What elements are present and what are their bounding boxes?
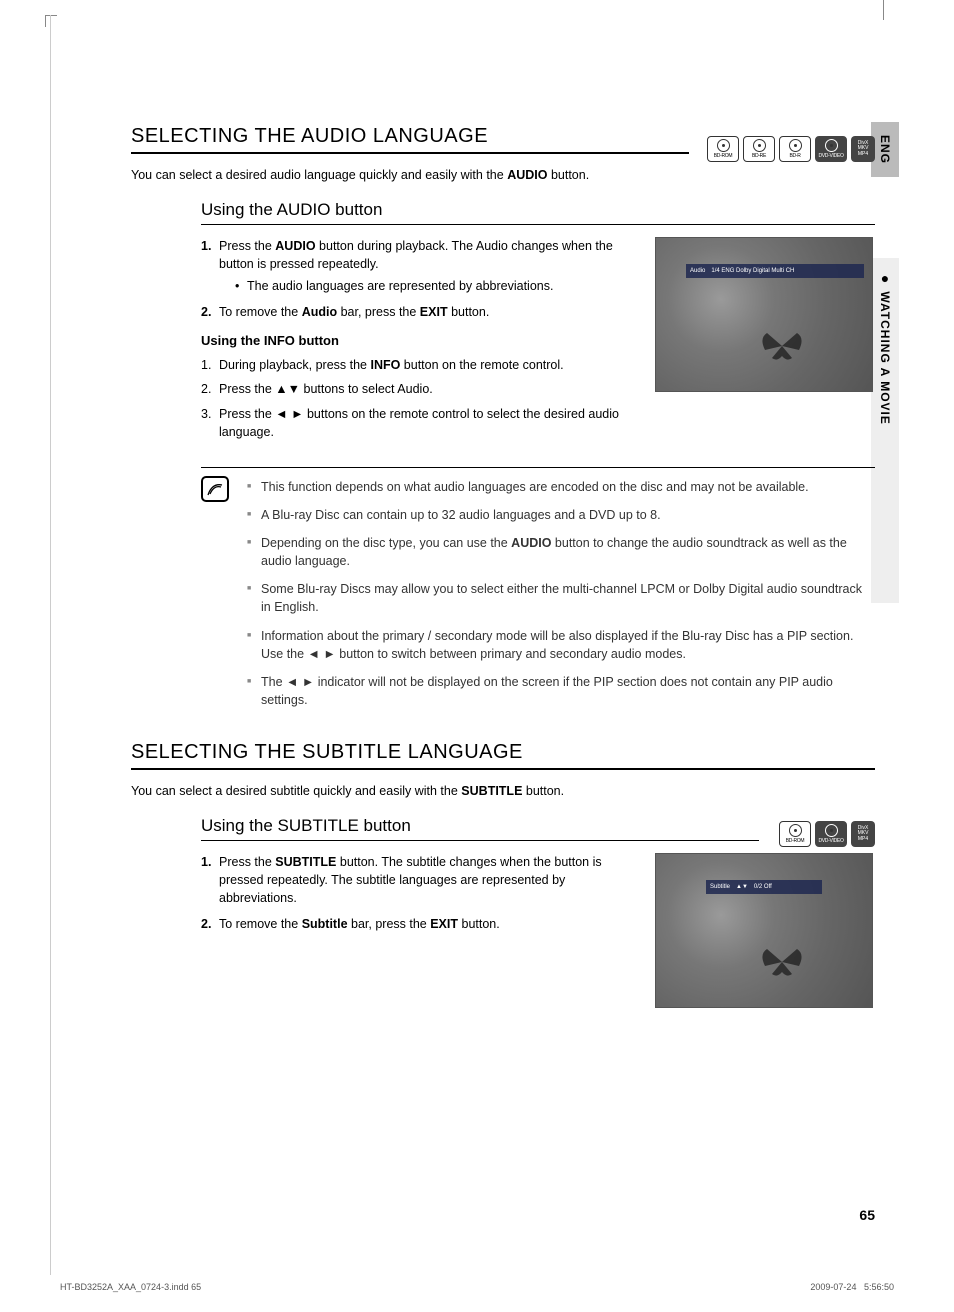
sub-step-1: Press the SUBTITLE button. The subtitle … bbox=[201, 853, 635, 907]
disc-icon-bd-re: BD-RE bbox=[743, 136, 775, 162]
audio-overlay-bar: Audio 1/4 ENG Dolby Digital Multi CH bbox=[686, 264, 864, 278]
section1-header-row: SELECTING THE AUDIO LANGUAGE BD-ROMBD-RE… bbox=[131, 125, 875, 168]
disc-icon-bd-rom: BD-ROM bbox=[707, 136, 739, 162]
note-item: A Blu-ray Disc can contain up to 32 audi… bbox=[247, 506, 875, 524]
sub-step-2: To remove the Subtitle bar, press the EX… bbox=[201, 915, 635, 933]
note-item: This function depends on what audio lang… bbox=[247, 478, 875, 496]
step-1: Press the AUDIO button during playback. … bbox=[201, 237, 635, 295]
divx-icon: DivXMKVMP4 bbox=[851, 821, 875, 847]
section1-disc-icons: BD-ROMBD-REBD-RDVD-VIDEODivXMKVMP4 bbox=[707, 136, 875, 162]
butterfly-graphic bbox=[757, 328, 807, 363]
info-step-3: Press the ◄ ► buttons on the remote cont… bbox=[201, 405, 635, 441]
info-heading: Using the INFO button bbox=[201, 332, 635, 351]
footer-datetime: 2009-07-24 5:56:50 bbox=[810, 1282, 894, 1292]
page-number: 65 bbox=[859, 1207, 875, 1223]
section1-content: Press the AUDIO button during playback. … bbox=[201, 237, 875, 447]
audio-screenshot: Audio 1/4 ENG Dolby Digital Multi CH bbox=[655, 237, 873, 392]
section2-subtitle: Using the SUBTITLE button bbox=[201, 816, 759, 841]
section2-intro: You can select a desired subtitle quickl… bbox=[131, 784, 875, 798]
step-2: To remove the Audio bar, press the EXIT … bbox=[201, 303, 635, 321]
note-item: Depending on the disc type, you can use … bbox=[247, 534, 875, 570]
disc-icon-dvd-video: DVD-VIDEO bbox=[815, 821, 847, 847]
note-item: Some Blu-ray Discs may allow you to sele… bbox=[247, 580, 875, 616]
section1-steps: Press the AUDIO button during playback. … bbox=[201, 237, 635, 322]
note-item: The ◄ ► indicator will not be displayed … bbox=[247, 673, 875, 709]
disc-icon-dvd-video: DVD-VIDEO bbox=[815, 136, 847, 162]
page-content: SELECTING THE AUDIO LANGUAGE BD-ROMBD-RE… bbox=[50, 15, 900, 1275]
note-box: This function depends on what audio lang… bbox=[201, 467, 875, 709]
footer: HT-BD3252A_XAA_0724-3.indd 65 2009-07-24… bbox=[60, 1282, 894, 1292]
note-list: This function depends on what audio lang… bbox=[247, 478, 875, 709]
butterfly-graphic-2 bbox=[757, 944, 807, 979]
note-icon bbox=[201, 476, 229, 502]
info-steps: During playback, press the INFO button o… bbox=[201, 356, 635, 441]
section2-content: Press the SUBTITLE button. The subtitle … bbox=[201, 853, 875, 1008]
disc-icon-bd-r: BD-R bbox=[779, 136, 811, 162]
step1-bullet: The audio languages are represented by a… bbox=[235, 277, 635, 295]
disc-icon-bd-rom: BD-ROM bbox=[779, 821, 811, 847]
footer-file: HT-BD3252A_XAA_0724-3.indd 65 bbox=[60, 1282, 201, 1292]
section1-title: SELECTING THE AUDIO LANGUAGE bbox=[131, 125, 689, 154]
section2-disc-icons: BD-ROMDVD-VIDEODivXMKVMP4 bbox=[779, 821, 875, 847]
subtitle-screenshot: Subtitle ▲▼ 0/2 Off bbox=[655, 853, 873, 1008]
subtitle-overlay-bar: Subtitle ▲▼ 0/2 Off bbox=[706, 880, 822, 894]
section2-steps: Press the SUBTITLE button. The subtitle … bbox=[201, 853, 635, 934]
section2-sub-header: Using the SUBTITLE button BD-ROMDVD-VIDE… bbox=[201, 816, 875, 853]
info-step-2: Press the ▲▼ buttons to select Audio. bbox=[201, 380, 635, 398]
note-item: Information about the primary / secondar… bbox=[247, 627, 875, 663]
section2-title: SELECTING THE SUBTITLE LANGUAGE bbox=[131, 741, 875, 770]
divx-icon: DivXMKVMP4 bbox=[851, 136, 875, 162]
section1-intro: You can select a desired audio language … bbox=[131, 168, 875, 182]
info-step-1: During playback, press the INFO button o… bbox=[201, 356, 635, 374]
section1-subtitle: Using the AUDIO button bbox=[201, 200, 875, 225]
